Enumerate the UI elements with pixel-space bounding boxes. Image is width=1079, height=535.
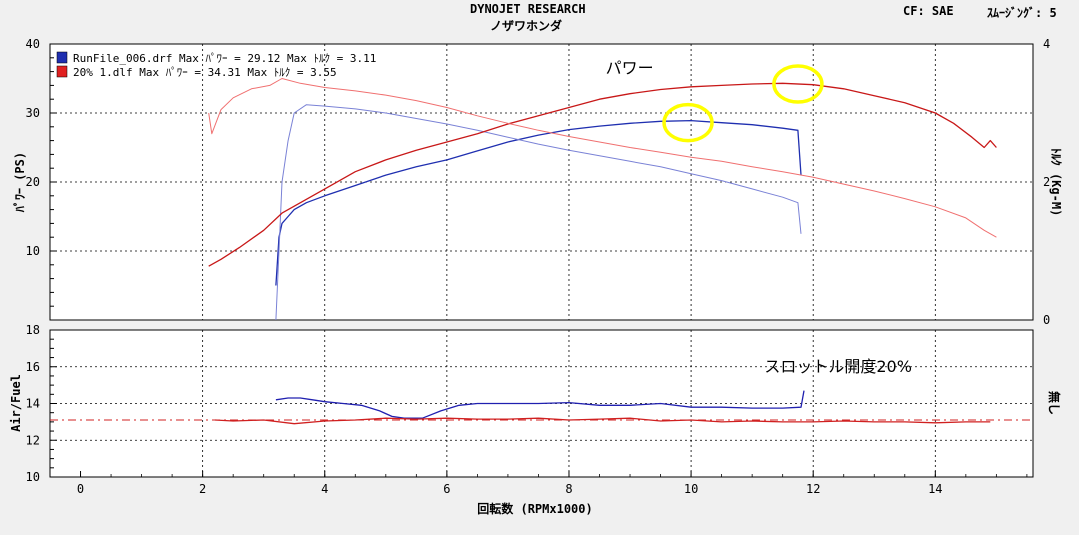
chart-subtitle: ノザワホンダ bbox=[490, 19, 563, 33]
airfuel-y-tick-label: 12 bbox=[26, 433, 40, 447]
twenty-pct-air-fuel-line bbox=[214, 417, 991, 425]
x-axis-label: 回転数 (RPMx1000) bbox=[477, 501, 592, 516]
torque-y-tick-label: 0 bbox=[1043, 313, 1050, 327]
airfuel-y-axis-label: Air/Fuel bbox=[9, 374, 23, 432]
runfile-006-power-line bbox=[275, 119, 802, 286]
x-tick-label: 4 bbox=[321, 482, 328, 496]
power-y-tick-label: 30 bbox=[26, 106, 40, 120]
airfuel-right-label: 無し bbox=[1047, 391, 1062, 415]
power-y-tick-label: 10 bbox=[26, 244, 40, 258]
x-tick-label: 8 bbox=[565, 482, 572, 496]
annotation-throttle: スロットル開度20% bbox=[764, 357, 912, 376]
airfuel-y-tick-label: 14 bbox=[26, 397, 40, 411]
twenty-pct-torque-line bbox=[208, 78, 997, 238]
airfuel-y-tick-label: 10 bbox=[26, 470, 40, 484]
runfile-006-torque-line bbox=[275, 104, 802, 321]
x-tick-label: 10 bbox=[684, 482, 698, 496]
smoothing-label: ｽﾑｰｼﾞﾝｸﾞ: 5 bbox=[987, 6, 1057, 20]
torque-y-tick-label: 4 bbox=[1043, 37, 1050, 51]
airfuel-y-tick-label: 16 bbox=[26, 360, 40, 374]
legend-swatch bbox=[56, 65, 68, 78]
highlight-circle bbox=[772, 64, 824, 104]
runfile-006-air-fuel-line bbox=[275, 390, 805, 419]
highlight-circle bbox=[662, 102, 714, 143]
x-tick-label: 12 bbox=[806, 482, 820, 496]
legend-entry: RunFile_006.drf Max ﾊﾟﾜｰ = 29.12 Max ﾄﾙｸ… bbox=[73, 52, 376, 65]
x-tick-label: 6 bbox=[443, 482, 450, 496]
torque-y-axis-label: ﾄﾙｸ (Kg-M) bbox=[1049, 148, 1063, 217]
x-tick-label: 2 bbox=[199, 482, 206, 496]
legend-entry: 20% 1.dlf Max ﾊﾟﾜｰ = 34.31 Max ﾄﾙｸ = 3.5… bbox=[73, 66, 337, 79]
power-y-axis-label: ﾊﾟﾜｰ (PS) bbox=[12, 152, 27, 213]
chart-title: DYNOJET RESEARCH bbox=[470, 2, 586, 16]
cf-label: CF: SAE bbox=[903, 4, 954, 18]
legend-swatch bbox=[56, 51, 68, 64]
x-tick-label: 0 bbox=[77, 482, 84, 496]
power-y-tick-label: 20 bbox=[26, 175, 40, 189]
x-tick-label: 14 bbox=[928, 482, 942, 496]
power-y-tick-label: 40 bbox=[26, 37, 40, 51]
annotation-power: パワー bbox=[606, 59, 654, 78]
twenty-pct-power-line bbox=[208, 82, 997, 267]
torque-y-tick-label: 2 bbox=[1043, 175, 1050, 189]
airfuel-y-tick-label: 18 bbox=[26, 323, 40, 337]
